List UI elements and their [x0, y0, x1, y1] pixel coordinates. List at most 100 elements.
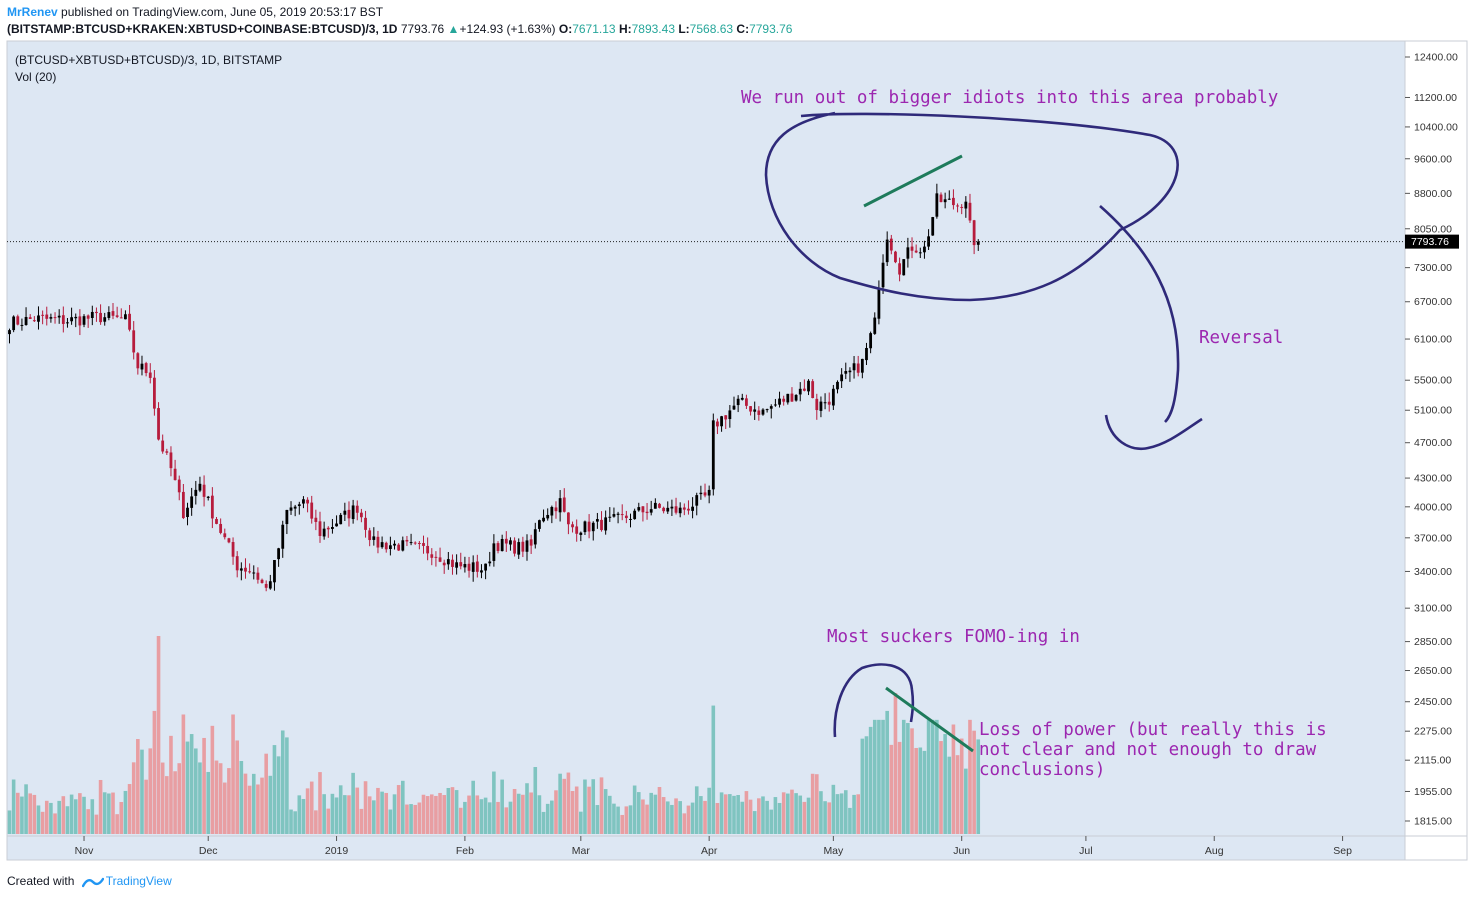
annotation-fomo[interactable]: Most suckers FOMO-ing in: [827, 627, 1080, 647]
volume-bar: [367, 796, 372, 834]
annotation-loss-line3[interactable]: conclusions): [979, 760, 1106, 780]
volume-bar: [972, 730, 976, 834]
volume-bar: [504, 807, 509, 834]
y-tick-label: 8800.00: [1414, 188, 1452, 200]
volume-bar: [148, 748, 153, 834]
volume-bar: [752, 811, 757, 834]
volume-bar: [959, 738, 964, 834]
candle-body: [475, 561, 479, 572]
candle-body: [790, 393, 794, 402]
resistance-zone-circle[interactable]: [764, 111, 1179, 302]
volume-bar: [280, 730, 285, 834]
volume-bar: [864, 736, 869, 834]
candle-body: [964, 201, 968, 209]
candle-body: [66, 322, 69, 324]
volume-bar: [53, 813, 57, 834]
candle-body: [935, 193, 939, 217]
candle-body: [591, 522, 595, 532]
volume-bar: [508, 801, 513, 834]
candle-body: [918, 252, 922, 254]
x-tick-label: Jul: [1079, 845, 1092, 857]
chart-area[interactable]: [6, 40, 1406, 861]
volume-bar: [935, 719, 939, 834]
candle-body: [144, 363, 148, 374]
volume-bar: [297, 795, 302, 834]
volume-bar: [641, 799, 645, 834]
volume-bar: [467, 795, 471, 834]
volume-bar: [111, 792, 115, 834]
tradingview-link[interactable]: TradingView: [105, 874, 172, 888]
candle-body: [881, 262, 885, 288]
author-name[interactable]: MrRenev: [7, 5, 58, 19]
volume-bar: [86, 809, 90, 834]
candle-body: [181, 491, 185, 519]
volume-bar: [558, 773, 562, 834]
candle-body: [223, 533, 227, 538]
series-legend[interactable]: (BTCUSD+XBTUSD+BTCUSD)/3, 1D, BITSTAMP: [15, 53, 283, 67]
candle-body: [351, 505, 355, 520]
candle-body: [703, 492, 707, 496]
volume-bar: [815, 774, 819, 834]
volume-bar: [516, 793, 521, 834]
y-tick-label: 10400.00: [1414, 121, 1458, 133]
candle-body: [529, 539, 533, 546]
candle-body: [347, 509, 351, 519]
candle-body: [202, 484, 206, 497]
volume-legend[interactable]: Vol (20): [15, 70, 57, 84]
volume-bar: [939, 741, 943, 834]
volume-bar: [44, 800, 49, 834]
candle-body: [24, 316, 28, 325]
candle-body: [745, 398, 748, 406]
candle-body: [111, 311, 115, 316]
candle-body: [426, 545, 430, 554]
volume-bar: [839, 793, 844, 834]
candle-body: [645, 511, 649, 514]
candle-body: [206, 496, 210, 498]
volume-bar: [61, 796, 66, 834]
candle-body: [782, 398, 786, 402]
annotation-top[interactable]: We run out of bigger idiots into this ar…: [741, 88, 1279, 108]
reversal-arrow-hook[interactable]: [1104, 414, 1203, 451]
y-tick-label: 1815.00: [1414, 816, 1452, 828]
candle-body: [397, 544, 401, 551]
candle-body: [53, 317, 57, 319]
volume-bar: [421, 794, 426, 834]
candle-body: [732, 405, 736, 410]
candle-body: [343, 510, 347, 515]
annotation-reversal[interactable]: Reversal: [1199, 328, 1284, 348]
candle-body: [960, 206, 964, 208]
publish-info: MrRenev published on TradingView.com, Ju…: [7, 5, 383, 19]
candle-body: [554, 507, 558, 512]
annotation-loss-line2[interactable]: not clear and not enough to draw: [979, 740, 1317, 760]
volume-bar: [562, 778, 567, 834]
reversal-arrow-line[interactable]: [1099, 205, 1180, 423]
low-label: L:: [678, 22, 690, 36]
candle-body: [364, 517, 367, 530]
volume-bar: [309, 781, 314, 834]
volume-bar: [276, 756, 281, 834]
volume-bar: [583, 779, 587, 834]
candle-body: [136, 353, 140, 369]
candle-body: [186, 507, 189, 518]
volume-bar: [943, 734, 947, 834]
volume-bar: [914, 747, 918, 834]
volume-bar: [235, 740, 239, 834]
volume-bar: [690, 802, 695, 834]
candle-body: [691, 506, 694, 511]
price-axis[interactable]: [1404, 40, 1468, 861]
volume-bar: [334, 797, 339, 834]
candle-body: [649, 509, 653, 513]
volume-bar: [326, 808, 331, 834]
candle-body: [384, 542, 388, 550]
volume-bar: [322, 794, 326, 834]
annotation-loss-line1[interactable]: Loss of power (but really this is: [979, 720, 1327, 740]
candle-body: [848, 370, 852, 373]
volume-bar: [434, 795, 438, 834]
candle-body: [388, 545, 392, 549]
volume-trend-line[interactable]: [885, 686, 974, 753]
candle-body: [674, 506, 678, 513]
volume-bar: [239, 761, 244, 834]
volume-bar: [777, 802, 782, 834]
price-trend-line[interactable]: [863, 154, 963, 208]
